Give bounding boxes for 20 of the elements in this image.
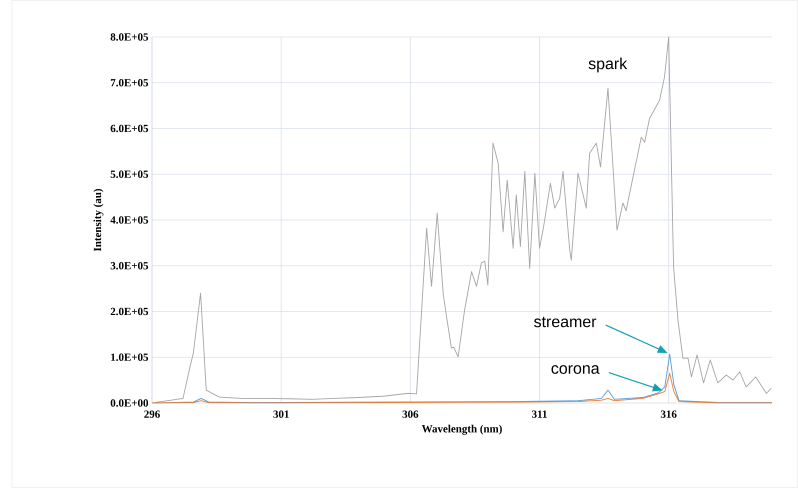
y-tick-label: 5.0E+05 <box>110 170 148 178</box>
y-tick-label: 4.0E+05 <box>110 216 148 224</box>
y-tick-label: 6.0E+05 <box>110 124 148 132</box>
x-tick-label: 301 <box>273 410 289 418</box>
x-tick-label: 311 <box>532 410 547 418</box>
series-label: corona <box>552 365 600 374</box>
x-tick-label: 296 <box>144 410 160 418</box>
y-tick-label: 3.0E+05 <box>110 262 148 270</box>
y-tick-label: 7.0E+05 <box>110 79 148 86</box>
line-series <box>152 36 772 404</box>
y-tick-label: 1.0E+05 <box>111 354 148 361</box>
y-axis-title: Intensity (au) <box>93 188 104 252</box>
x-tick-label: 316 <box>660 410 677 418</box>
text: streamer <box>534 316 596 328</box>
y-tick-label: 8.0E+05 <box>110 33 148 41</box>
x-axis-title: Wavelength (nm) <box>422 424 502 435</box>
series-label: spark <box>588 58 628 72</box>
y-tick-label: 0.0E+00 <box>110 399 148 407</box>
x-tick-label: 306 <box>402 410 418 418</box>
y-tick-label: 2.0E+05 <box>110 308 148 316</box>
